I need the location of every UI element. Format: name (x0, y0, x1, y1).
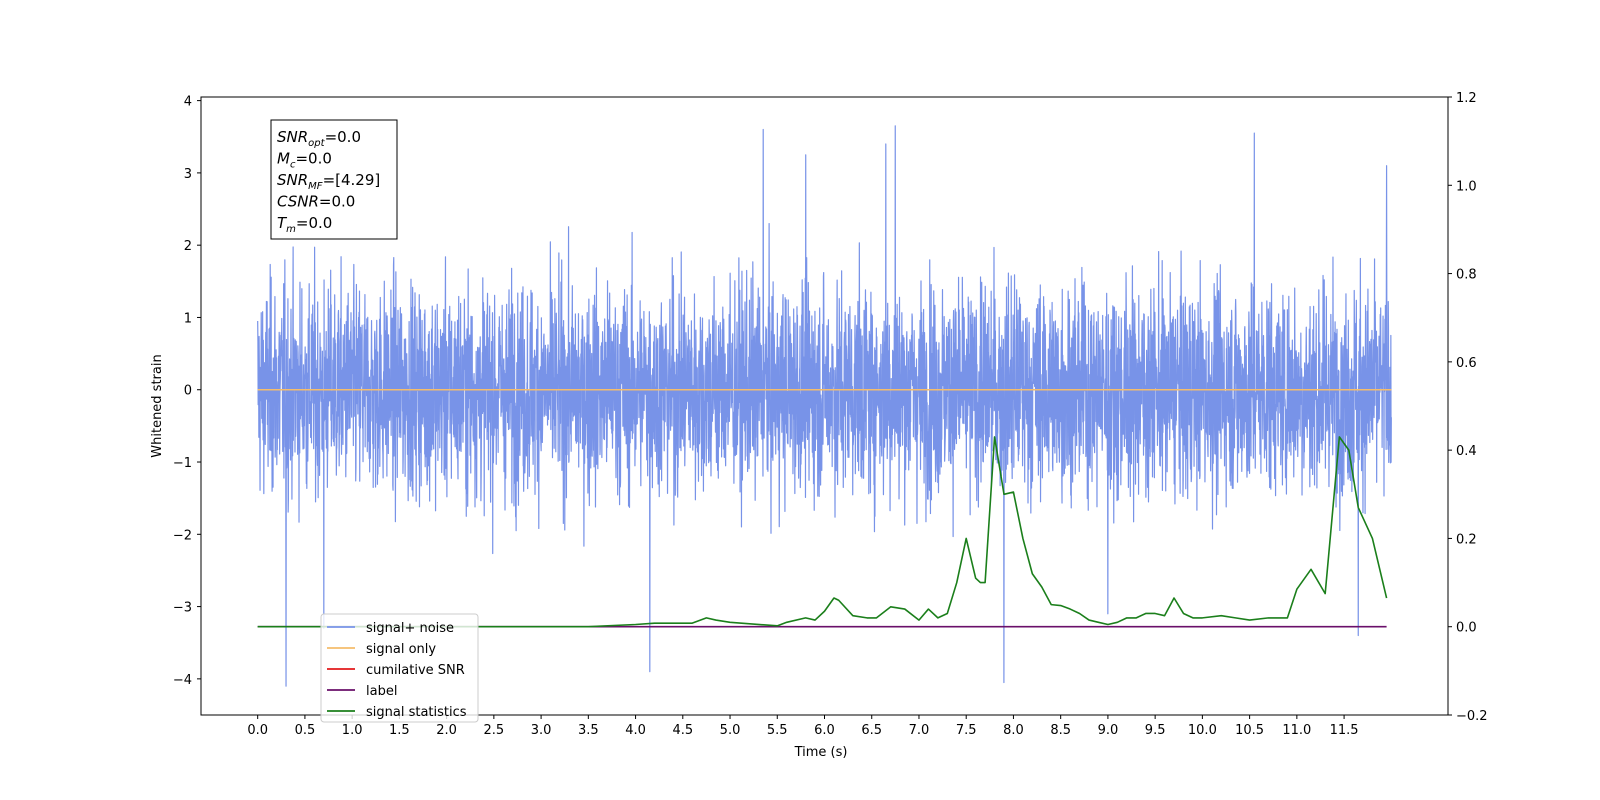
x-tick-label: 9.0 (1098, 723, 1119, 738)
annotation-line: Mc=0.0 (277, 150, 332, 171)
annotation-subscript: m (286, 224, 296, 235)
y-tick-label: −1 (173, 456, 192, 471)
y-tick-label: 3 (184, 167, 192, 182)
annotation-value: =0.0 (319, 193, 355, 211)
y2-tick-label: 0.8 (1456, 268, 1477, 283)
legend-label: signal only (366, 642, 436, 657)
annotation-symbol: SNR (277, 171, 308, 189)
legend-label: label (366, 684, 397, 699)
annotation-lines: SNRopt=0.0Mc=0.0SNRMF=[4.29]CSNR=0.0Tm=0… (277, 128, 380, 235)
annotation-value: =0.0 (325, 128, 361, 146)
x-tick-label: 5.0 (720, 723, 741, 738)
annotation-symbol: CSNR (277, 193, 319, 211)
x-tick-label: 6.0 (814, 723, 835, 738)
x-tick-label: 6.5 (861, 723, 882, 738)
annotation-subscript: opt (308, 138, 325, 149)
y-axis-label: Whitened strain (150, 354, 165, 457)
annotation-subscript: MF (308, 181, 323, 192)
legend-entries: signal+ noise signal only cumilative SNR la… (327, 621, 467, 720)
y2-tick-label: 0.2 (1456, 532, 1477, 547)
legend-label: cumilative SNR (366, 663, 465, 678)
y-axis-ticks: −4 −3 −2 −1 0 1 2 3 4 (173, 95, 201, 688)
x-tick-label: 10.0 (1188, 723, 1217, 738)
annotation-line: SNRMF=[4.29] (277, 171, 380, 192)
y-tick-label: −3 (173, 601, 192, 616)
y2-tick-label: 1.2 (1456, 91, 1477, 106)
y-tick-label: −4 (173, 673, 192, 688)
annotation-value: =[4.29] (323, 171, 381, 189)
annotation-line: SNRopt=0.0 (277, 128, 361, 149)
x-tick-label: 3.0 (531, 723, 552, 738)
y-tick-label: 1 (184, 311, 192, 326)
x-tick-label: 5.5 (767, 723, 788, 738)
x-axis-ticks: 0.0 0.5 1.0 1.5 2.0 2.5 3.0 3.5 4.0 4.5 5.0 5.5 6.0 6… (247, 715, 1359, 738)
y2-axis-ticks: −0.2 0.0 0.2 0.4 0.6 0.8 1.0 1.2 (1448, 91, 1488, 724)
legend-frame (320, 613, 479, 723)
x-tick-label: 1.0 (342, 723, 363, 738)
x-tick-label: 8.5 (1050, 723, 1071, 738)
y2-tick-label: 0.4 (1456, 444, 1477, 459)
x-axis-label: Time (s) (794, 745, 848, 760)
x-tick-label: 3.5 (578, 723, 599, 738)
y2-tick-label: 0.0 (1456, 621, 1477, 636)
annotation-symbol: SNR (277, 128, 308, 146)
line-signal-statistics (257, 436, 1388, 628)
y-tick-label: −2 (173, 528, 192, 543)
annotation-line: Tm=0.0 (277, 214, 332, 235)
annotation-frame (270, 119, 398, 240)
annotation-symbol: T (277, 214, 288, 232)
x-tick-label: 4.0 (625, 723, 646, 738)
x-tick-label: 2.0 (436, 723, 457, 738)
y2-tick-label: 1.0 (1456, 179, 1477, 194)
annotation-subscript: c (290, 160, 296, 171)
x-tick-label: 10.5 (1235, 723, 1264, 738)
annotation-box: SNRopt=0.0Mc=0.0SNRMF=[4.29]CSNR=0.0Tm=0… (270, 119, 398, 240)
annotation-line: CSNR=0.0 (277, 193, 355, 211)
x-tick-label: 8.0 (1003, 723, 1024, 738)
y2-tick-label: −0.2 (1456, 709, 1488, 724)
x-tick-label: 0.5 (295, 723, 316, 738)
x-tick-label: 9.5 (1145, 723, 1166, 738)
x-tick-label: 2.5 (484, 723, 505, 738)
legend: signal+ noise signal only cumilative SNR la… (320, 613, 479, 723)
annotation-symbol: M (277, 150, 290, 168)
legend-label: signal statistics (366, 705, 467, 720)
legend-label: signal+ noise (366, 621, 454, 636)
x-tick-label: 4.5 (672, 723, 693, 738)
x-tick-label: 7.0 (909, 723, 930, 738)
x-tick-label: 1.5 (389, 723, 410, 738)
x-tick-label: 11.0 (1282, 723, 1311, 738)
y-tick-label: 2 (184, 239, 192, 254)
x-tick-label: 7.5 (956, 723, 977, 738)
annotation-value: =0.0 (295, 150, 331, 168)
annotation-value: =0.0 (296, 214, 332, 232)
x-tick-label: 11.5 (1330, 723, 1359, 738)
y-tick-label: 0 (184, 384, 192, 399)
x-tick-label: 0.0 (247, 723, 268, 738)
y-tick-label: 4 (184, 95, 192, 110)
y2-tick-label: 0.6 (1456, 356, 1477, 371)
